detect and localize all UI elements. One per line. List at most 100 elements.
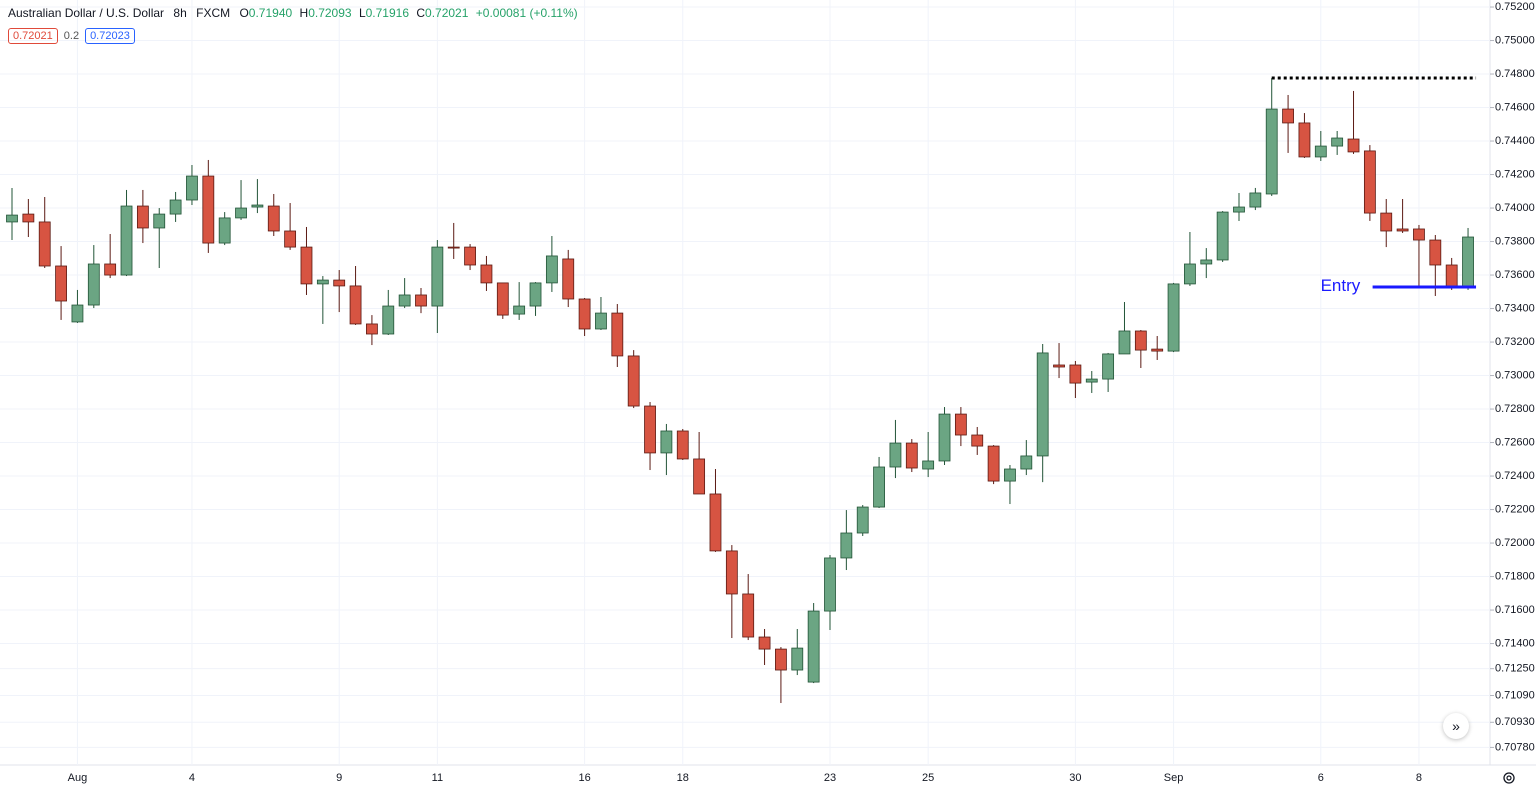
candle: [267, 193, 280, 237]
ohlc-value: 0.72093: [308, 6, 352, 20]
candle: [1200, 248, 1213, 279]
candle: [545, 236, 558, 292]
y-tick-label: 0.73600: [1495, 269, 1535, 281]
candle-body: [578, 298, 591, 330]
candle-body: [1200, 259, 1213, 265]
candle: [889, 419, 902, 479]
candle-body: [1462, 236, 1474, 287]
candle-body: [1020, 455, 1033, 470]
candle-body: [938, 413, 951, 462]
candle-body: [775, 648, 787, 671]
candle-body: [1265, 108, 1278, 195]
candle: [758, 628, 771, 665]
y-tick-label: 0.71400: [1495, 637, 1535, 649]
buy-price[interactable]: 0.72023: [85, 28, 135, 44]
candle-body: [284, 230, 297, 248]
candle-body: [1249, 192, 1262, 208]
x-tick-label: 6: [1318, 772, 1324, 784]
candle: [251, 179, 264, 214]
candle: [1102, 352, 1115, 392]
candle-body: [1134, 330, 1147, 351]
candle: [1282, 94, 1294, 153]
candle: [382, 289, 395, 336]
scroll-to-realtime-button[interactable]: »: [1443, 713, 1469, 739]
candle-body: [431, 246, 444, 307]
candle: [1347, 90, 1360, 154]
candle-body: [136, 205, 149, 229]
candle-body: [120, 205, 133, 276]
candle-body: [1282, 108, 1294, 124]
candle-body: [415, 294, 427, 307]
candle-body: [693, 458, 706, 495]
candle: [1167, 282, 1180, 353]
candle: [284, 203, 297, 250]
candle: [1413, 224, 1425, 287]
candle-body: [202, 175, 215, 244]
candle: [1396, 198, 1409, 234]
gear-core[interactable]: [1506, 775, 1512, 781]
candle: [1036, 344, 1049, 483]
candle-body: [104, 263, 117, 276]
candle-body: [267, 205, 280, 232]
candle: [1004, 464, 1016, 505]
candle-body: [1085, 378, 1098, 383]
candle-body: [840, 532, 853, 559]
candle: [104, 234, 117, 279]
candle-body: [873, 466, 885, 508]
candle: [1134, 329, 1147, 369]
candle: [873, 456, 885, 509]
candle: [905, 439, 918, 473]
candle: [6, 187, 18, 241]
x-tick-label: Sep: [1164, 772, 1184, 784]
candle-body: [856, 506, 869, 534]
candle: [611, 304, 624, 368]
candle-body: [1151, 348, 1164, 352]
candle: [660, 423, 673, 476]
candle-body: [496, 282, 509, 316]
candle-body: [1167, 283, 1180, 352]
candle: [627, 350, 640, 409]
sell-price[interactable]: 0.72021: [8, 28, 58, 44]
y-tick-label: 0.71800: [1495, 570, 1535, 582]
candle: [431, 240, 444, 334]
candle-body: [627, 355, 640, 407]
y-tick-label: 0.71090: [1495, 689, 1535, 701]
candle: [987, 445, 1000, 485]
candle: [742, 574, 755, 641]
candle-body: [1184, 263, 1196, 285]
x-tick-label: 11: [432, 772, 443, 784]
candle-body: [529, 282, 542, 307]
y-tick-label: 0.70930: [1495, 716, 1535, 728]
candle: [300, 226, 313, 295]
candle: [954, 407, 967, 447]
gear[interactable]: [1503, 772, 1515, 784]
candle-body: [6, 214, 18, 223]
y-tick-label: 0.75000: [1495, 34, 1535, 46]
candle-body: [1298, 122, 1311, 158]
x-tick-label: 25: [922, 772, 934, 784]
symbol-title: Australian Dollar / U.S. Dollar: [8, 6, 165, 20]
ohlc-value: 0.71940: [248, 6, 293, 20]
candle-body: [676, 430, 689, 460]
interval: 8h: [173, 6, 187, 20]
candle-body: [513, 305, 526, 315]
candle-body: [824, 557, 836, 612]
candle-body: [153, 213, 166, 229]
candle: [349, 265, 362, 325]
x-tick-label: 16: [578, 772, 590, 784]
candle: [1151, 336, 1164, 360]
candle-body: [235, 207, 247, 219]
candle-body: [1396, 228, 1409, 232]
candle-body: [1413, 228, 1425, 241]
candle: [55, 246, 67, 320]
candle-body: [464, 246, 476, 266]
settings-icon[interactable]: [1503, 772, 1515, 784]
candle: [71, 289, 84, 323]
candle: [480, 255, 493, 291]
candle: [153, 208, 166, 269]
candle-body: [725, 550, 738, 595]
candle: [1249, 187, 1262, 211]
y-tick-label: 0.72200: [1495, 503, 1535, 515]
candle-body: [55, 265, 67, 302]
